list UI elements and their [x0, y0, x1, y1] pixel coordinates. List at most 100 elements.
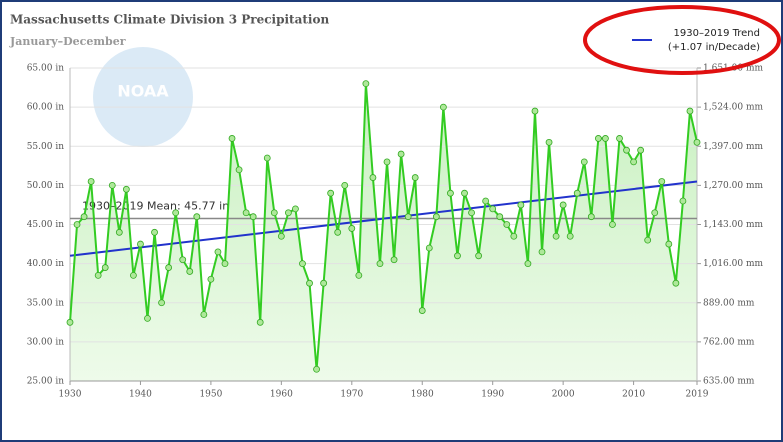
x-tick-label: 1950: [199, 390, 222, 400]
y-tick-label: 40.00 in: [27, 259, 65, 269]
point: [602, 135, 609, 142]
point: [651, 209, 659, 217]
x-tick-label: 1970: [340, 390, 363, 400]
point: [616, 135, 623, 142]
y2-tick-label: 1,524.00 mm: [703, 103, 763, 113]
y-tick-label: 65.00 in: [27, 64, 65, 74]
point: [207, 275, 215, 283]
x-tick-label: 2010: [622, 390, 645, 400]
x-tick-label: 2000: [552, 390, 575, 400]
point: [94, 271, 102, 279]
point: [517, 201, 525, 209]
y-tick-label: 55.00 in: [27, 142, 65, 152]
point: [658, 178, 666, 185]
point: [221, 260, 229, 268]
watermark-text: NOAA: [117, 82, 169, 101]
point: [447, 189, 454, 197]
y-tick-label: 45.00 in: [27, 220, 65, 230]
point: [376, 260, 384, 268]
point: [524, 260, 532, 268]
x-tick-label: 1980: [411, 390, 434, 400]
mean-label: 1930–2019 Mean: 45.77 in: [82, 199, 229, 212]
point: [475, 252, 483, 260]
point: [341, 181, 349, 189]
x-tick-label: 1940: [129, 390, 152, 400]
point: [531, 107, 539, 115]
point: [672, 279, 680, 287]
watermark-logo: [93, 47, 193, 147]
point: [559, 201, 567, 209]
point: [115, 228, 123, 236]
point: [623, 146, 630, 154]
x-tick-label: 1930: [59, 390, 82, 400]
point: [249, 213, 257, 221]
point: [369, 174, 377, 181]
point: [686, 107, 694, 115]
y2-tick-label: 1,016.00 mm: [703, 259, 763, 269]
point: [468, 209, 475, 217]
point: [355, 271, 363, 279]
point: [193, 213, 201, 221]
point: [432, 213, 440, 221]
point: [306, 279, 313, 287]
point: [200, 311, 208, 318]
point: [693, 138, 701, 146]
point: [179, 256, 187, 264]
point: [186, 268, 194, 275]
point: [630, 158, 637, 166]
y-tick-label: 50.00 in: [27, 181, 65, 191]
point: [242, 209, 250, 217]
point: [334, 228, 342, 236]
point: [73, 221, 81, 228]
y2-tick-label: 1,270.00 mm: [703, 181, 763, 191]
point: [284, 209, 292, 217]
y2-tick-label: 762.00 mm: [703, 337, 755, 347]
point: [101, 264, 109, 271]
y-tick-label: 60.00 in: [27, 103, 65, 113]
point: [313, 365, 320, 373]
y2-tick-label: 635.00 mm: [703, 377, 755, 387]
line: [69, 83, 698, 370]
point: [594, 135, 602, 142]
y-tick-label: 25.00 in: [27, 377, 65, 387]
watermark: NOAA: [93, 47, 193, 147]
point: [580, 158, 588, 166]
legend: 1930–2019 Trend (+1.07 in/Decade): [632, 28, 760, 53]
y2-tick-label: 1,397.00 mm: [703, 142, 763, 152]
y-tick-label: 35.00 in: [27, 298, 65, 308]
point: [503, 221, 511, 228]
point: [461, 189, 468, 197]
point: [235, 166, 243, 174]
point: [122, 185, 130, 193]
x-tick-label: 1960: [270, 390, 293, 400]
point: [411, 174, 419, 181]
point: [320, 279, 328, 287]
point: [425, 244, 433, 252]
point: [418, 307, 426, 314]
y2-tick-label: 889.00 mm: [703, 298, 755, 308]
point: [144, 314, 151, 322]
point: [609, 221, 616, 228]
point: [489, 205, 497, 213]
x-tick-label: 1990: [481, 390, 504, 400]
point: [151, 228, 158, 236]
point: [327, 189, 335, 197]
point: [263, 154, 271, 162]
y2-tick-label: 1,143.00 mm: [703, 220, 763, 230]
point: [158, 299, 165, 307]
point: [172, 209, 180, 217]
point: [679, 197, 687, 205]
point: [538, 248, 546, 256]
point: [292, 205, 299, 213]
point: [637, 146, 645, 154]
chart-title: Massachusetts Climate Division 3 Precipi…: [10, 13, 329, 27]
y-tick-label: 30.00 in: [27, 337, 65, 347]
chart-subtitle: January–December: [9, 35, 126, 48]
point: [404, 213, 412, 221]
point: [299, 260, 306, 268]
point: [270, 209, 278, 217]
highlight-circle: [583, 5, 781, 75]
point: [552, 232, 560, 240]
point: [665, 240, 673, 248]
